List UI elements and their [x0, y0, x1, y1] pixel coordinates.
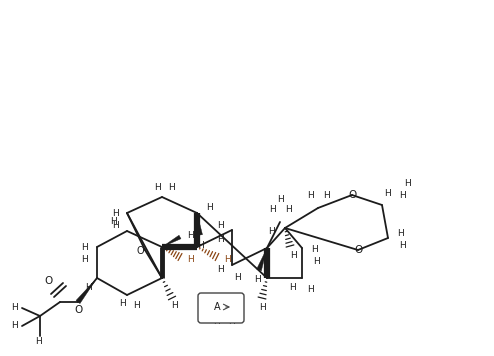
- Text: H: H: [277, 195, 284, 204]
- Text: H: H: [285, 205, 291, 215]
- Text: H: H: [253, 276, 260, 284]
- Text: H: H: [289, 251, 296, 260]
- Text: H: H: [311, 246, 317, 255]
- Text: H: H: [84, 283, 91, 293]
- Text: H: H: [228, 316, 234, 325]
- Text: H: H: [307, 286, 313, 294]
- Text: H: H: [187, 256, 193, 265]
- Text: H: H: [110, 218, 117, 226]
- Text: H: H: [11, 304, 17, 313]
- Text: H: H: [197, 241, 204, 250]
- Text: O: O: [348, 190, 356, 200]
- Text: H: H: [259, 304, 265, 313]
- Text: H: H: [170, 302, 177, 310]
- Text: H: H: [112, 221, 119, 230]
- Polygon shape: [162, 235, 181, 247]
- Text: H: H: [81, 242, 87, 251]
- Text: H: H: [323, 192, 329, 200]
- Text: H: H: [288, 283, 295, 293]
- Text: H: H: [112, 209, 119, 218]
- Text: H: H: [212, 316, 219, 325]
- Text: H: H: [154, 183, 161, 192]
- Text: H: H: [224, 256, 230, 265]
- Polygon shape: [257, 248, 267, 271]
- Text: O: O: [354, 245, 362, 255]
- Text: H: H: [313, 257, 320, 267]
- Text: H: H: [81, 255, 87, 263]
- Text: H: H: [11, 321, 17, 330]
- Text: H: H: [132, 302, 139, 310]
- Text: H: H: [404, 178, 411, 188]
- Text: H: H: [217, 265, 223, 273]
- Text: O: O: [74, 305, 82, 315]
- Text: A: A: [214, 302, 220, 312]
- Text: H: H: [399, 241, 406, 251]
- Text: H: H: [119, 299, 125, 309]
- Text: H: H: [167, 183, 174, 192]
- Polygon shape: [197, 213, 203, 235]
- Text: H: H: [269, 205, 275, 215]
- Text: H: H: [35, 336, 41, 346]
- Text: H: H: [307, 192, 313, 200]
- Text: H: H: [268, 227, 274, 236]
- Text: H: H: [234, 272, 241, 282]
- FancyBboxPatch shape: [198, 293, 244, 323]
- Text: H: H: [384, 188, 390, 198]
- Text: H: H: [206, 203, 212, 211]
- Text: H: H: [217, 235, 223, 244]
- Text: H: H: [397, 229, 404, 237]
- Text: H: H: [399, 190, 406, 199]
- Polygon shape: [76, 278, 97, 304]
- Text: O: O: [136, 246, 144, 256]
- Text: H: H: [187, 230, 193, 240]
- Text: H: H: [217, 221, 223, 230]
- Text: O: O: [44, 276, 52, 286]
